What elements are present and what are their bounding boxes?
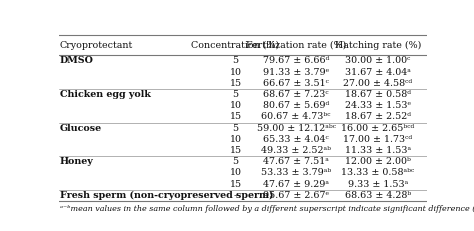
Text: 15: 15 xyxy=(229,112,242,122)
Text: 47.67 ± 9.29ᵃ: 47.67 ± 9.29ᵃ xyxy=(263,180,329,189)
Text: 68.63 ± 4.28ᵇ: 68.63 ± 4.28ᵇ xyxy=(345,191,411,200)
Text: 80.67 ± 5.69ᵈ: 80.67 ± 5.69ᵈ xyxy=(263,101,329,110)
Text: 15: 15 xyxy=(229,79,242,88)
Text: 31.67 ± 4.04ᵃ: 31.67 ± 4.04ᵃ xyxy=(345,68,411,77)
Text: 13.33 ± 0.58ᵃᵇᶜ: 13.33 ± 0.58ᵃᵇᶜ xyxy=(341,168,415,177)
Text: 79.67 ± 6.66ᵈ: 79.67 ± 6.66ᵈ xyxy=(263,56,329,65)
Text: Hatching rate (%): Hatching rate (%) xyxy=(335,40,421,50)
Text: 24.33 ± 1.53ᵉ: 24.33 ± 1.53ᵉ xyxy=(345,101,411,110)
Text: 65.33 ± 4.04ᶜ: 65.33 ± 4.04ᶜ xyxy=(264,135,329,144)
Text: Fertilization rate (%): Fertilization rate (%) xyxy=(246,41,346,50)
Text: Chicken egg yolk: Chicken egg yolk xyxy=(60,90,151,99)
Text: 10: 10 xyxy=(229,135,242,144)
Text: 10: 10 xyxy=(229,101,242,110)
Text: 27.00 ± 4.58ᶜᵈ: 27.00 ± 4.58ᶜᵈ xyxy=(343,79,412,88)
Text: 49.33 ± 2.52ᵃᵇ: 49.33 ± 2.52ᵃᵇ xyxy=(261,146,331,155)
Text: 60.67 ± 4.73ᵇᶜ: 60.67 ± 4.73ᵇᶜ xyxy=(262,112,331,122)
Text: Concentration (%): Concentration (%) xyxy=(191,41,280,50)
Text: Honey: Honey xyxy=(60,157,94,166)
Text: 66.67 ± 3.51ᶜ: 66.67 ± 3.51ᶜ xyxy=(263,79,329,88)
Text: 16.00 ± 2.65ᵇᶜᵈ: 16.00 ± 2.65ᵇᶜᵈ xyxy=(341,124,415,133)
Text: 95.67 ± 2.67ᵉ: 95.67 ± 2.67ᵉ xyxy=(263,191,329,200)
Text: ᵃ⁻ᵇmean values in the same column followed by a different superscript indicate s: ᵃ⁻ᵇmean values in the same column follow… xyxy=(60,204,474,213)
Text: 68.67 ± 7.23ᶜ: 68.67 ± 7.23ᶜ xyxy=(264,90,329,99)
Text: Glucose: Glucose xyxy=(60,124,102,133)
Text: Fresh sperm (non-cryopreserved sperm): Fresh sperm (non-cryopreserved sperm) xyxy=(60,191,273,200)
Text: 18.67 ± 2.52ᵈ: 18.67 ± 2.52ᵈ xyxy=(345,112,411,122)
Text: 5: 5 xyxy=(233,157,238,166)
Text: 15: 15 xyxy=(229,180,242,189)
Text: 12.00 ± 2.00ᵇ: 12.00 ± 2.00ᵇ xyxy=(345,157,411,166)
Text: 47.67 ± 7.51ᵃ: 47.67 ± 7.51ᵃ xyxy=(263,157,329,166)
Text: 30.00 ± 1.00ᶜ: 30.00 ± 1.00ᶜ xyxy=(345,56,410,65)
Text: 15: 15 xyxy=(229,146,242,155)
Text: 53.33 ± 3.79ᵃᵇ: 53.33 ± 3.79ᵃᵇ xyxy=(261,168,331,177)
Text: 18.67 ± 0.58ᵈ: 18.67 ± 0.58ᵈ xyxy=(345,90,411,99)
Text: 9.33 ± 1.53ᵃ: 9.33 ± 1.53ᵃ xyxy=(348,180,408,189)
Text: Cryoprotectant: Cryoprotectant xyxy=(60,41,133,50)
Text: 5: 5 xyxy=(233,90,238,99)
Text: –: – xyxy=(233,191,238,200)
Text: 11.33 ± 1.53ᵃ: 11.33 ± 1.53ᵃ xyxy=(345,146,411,155)
Text: 10: 10 xyxy=(229,68,242,77)
Text: 59.00 ± 12.12ᵃᵇᶜ: 59.00 ± 12.12ᵃᵇᶜ xyxy=(257,124,336,133)
Text: 17.00 ± 1.73ᶜᵈ: 17.00 ± 1.73ᶜᵈ xyxy=(343,135,412,144)
Text: DMSO: DMSO xyxy=(60,56,94,65)
Text: 5: 5 xyxy=(233,56,238,65)
Text: 10: 10 xyxy=(229,168,242,177)
Text: 5: 5 xyxy=(233,124,238,133)
Text: 91.33 ± 3.79ᵉ: 91.33 ± 3.79ᵉ xyxy=(263,68,329,77)
